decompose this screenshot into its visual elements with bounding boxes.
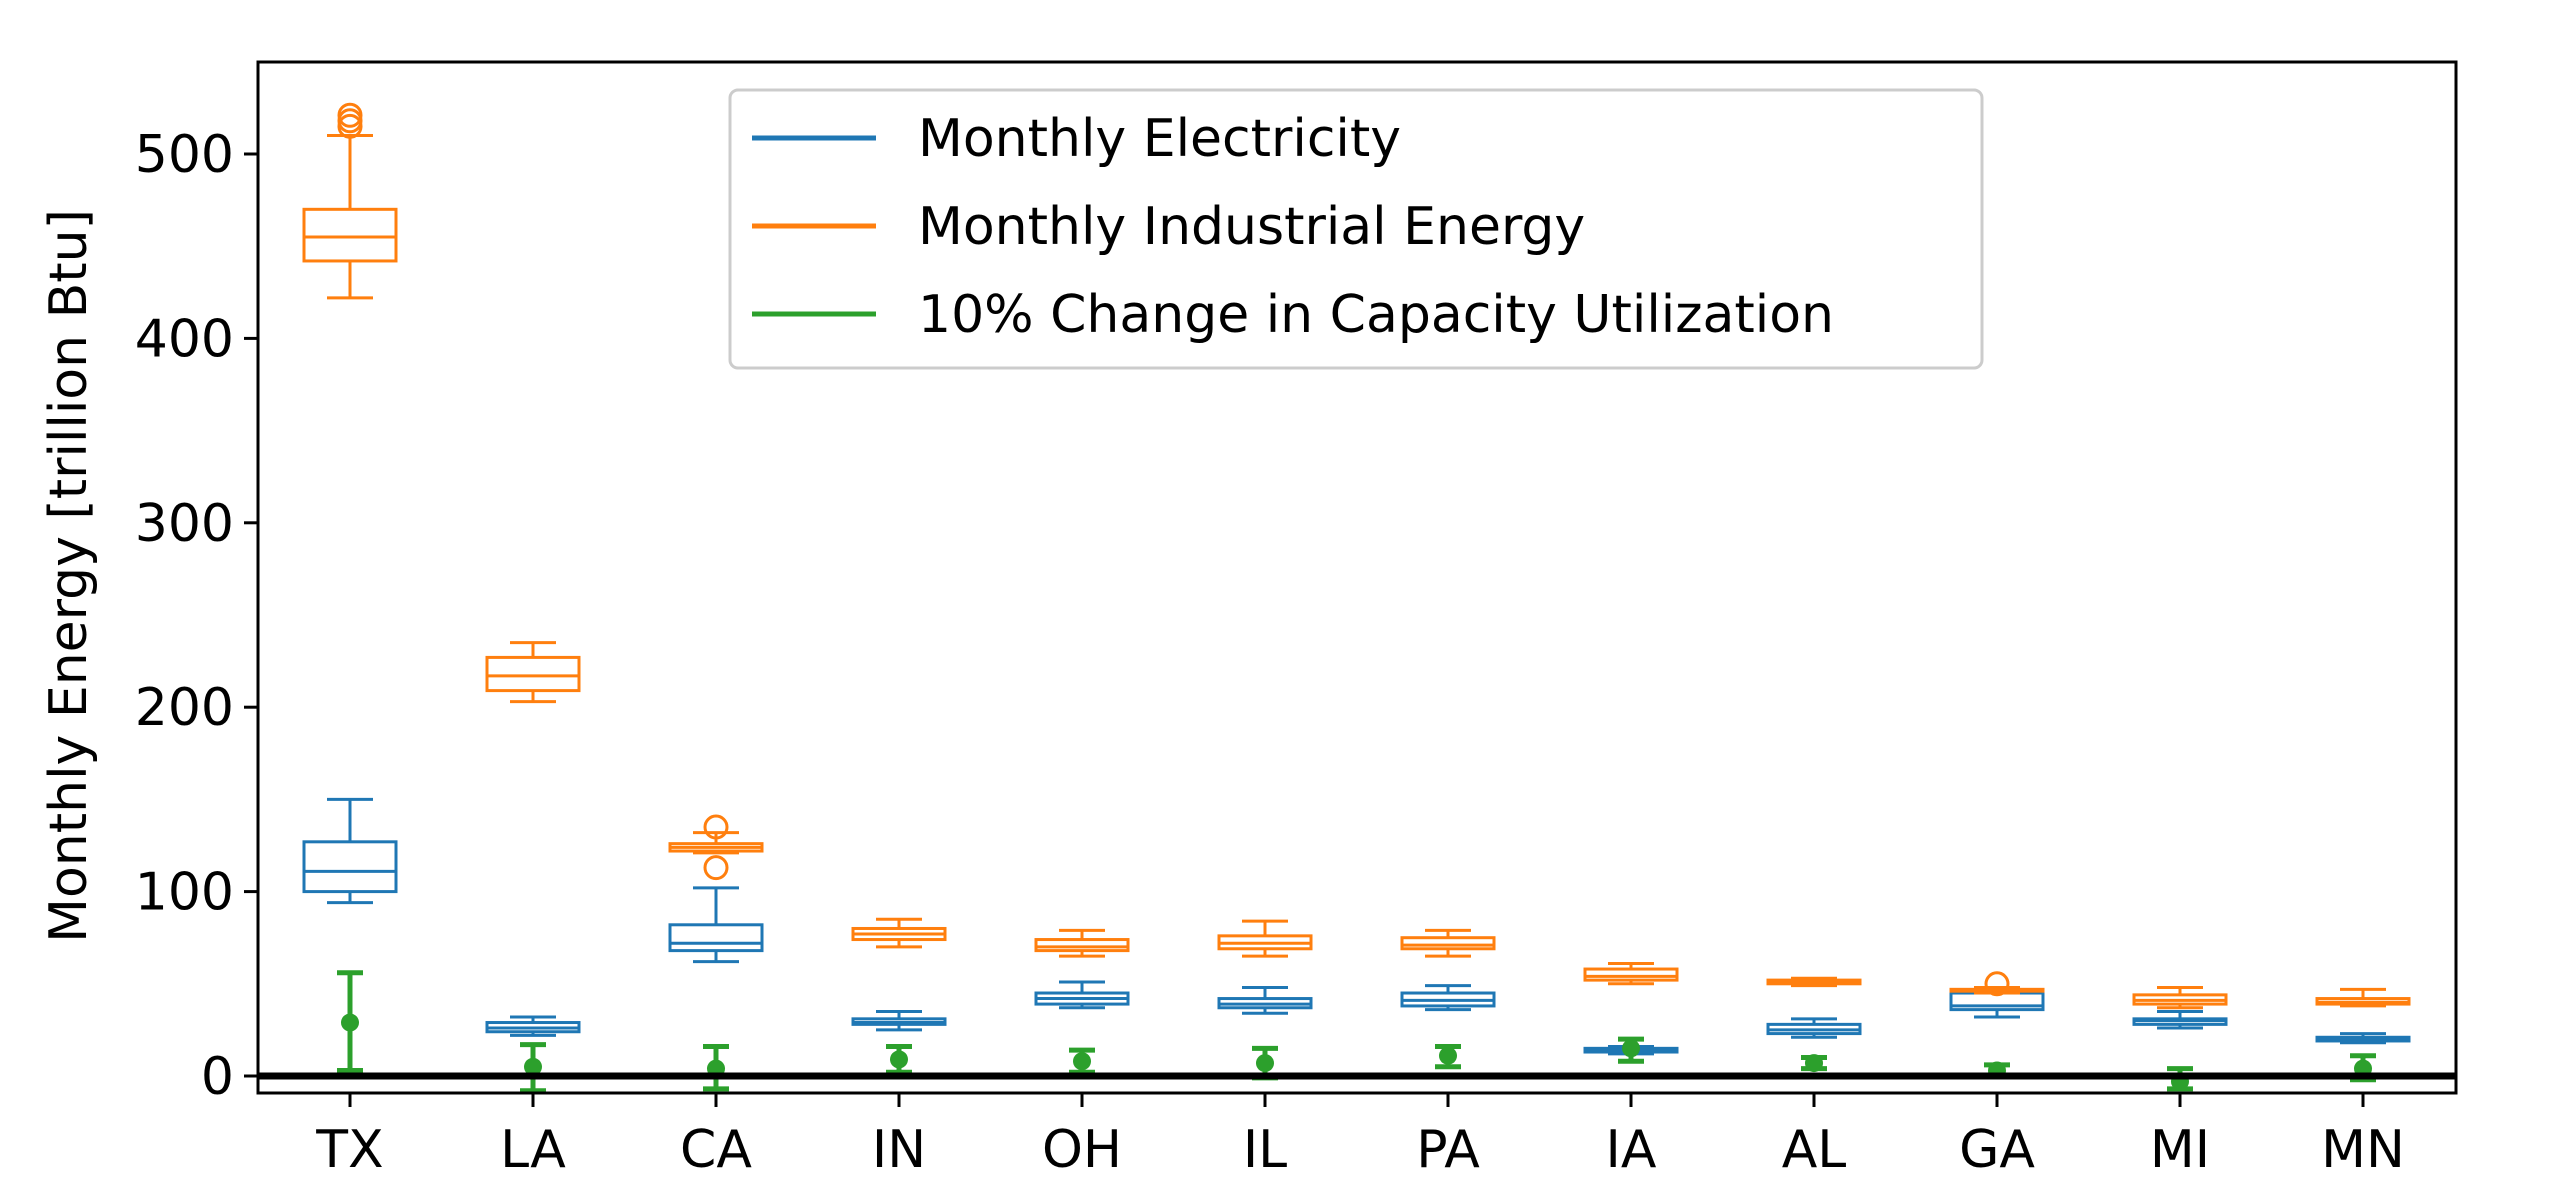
x-tick-label-mn: MN xyxy=(2321,1120,2405,1180)
y-tick-label: 200 xyxy=(135,678,234,738)
box-ga xyxy=(1949,971,2045,997)
iqr-box xyxy=(1583,967,1679,982)
y-tick-label: 0 xyxy=(201,1047,234,1107)
mean-point xyxy=(1805,1054,1823,1073)
box-tx xyxy=(302,102,398,300)
box-mi xyxy=(2132,1009,2228,1030)
box-pa xyxy=(1400,928,1496,958)
x-tick-label-il: IL xyxy=(1243,1120,1287,1180)
y-tick-label: 100 xyxy=(135,863,234,923)
outlier-point xyxy=(1984,971,2010,997)
errorbar-ca xyxy=(703,1043,729,1092)
box-oh xyxy=(1034,928,1130,958)
legend-label-industrial: Monthly Industrial Energy xyxy=(918,197,1585,257)
x-tick-label-in: IN xyxy=(872,1120,926,1180)
mean-point xyxy=(1439,1046,1457,1065)
y-tick-label: 300 xyxy=(135,494,234,554)
mean-point xyxy=(1073,1052,1091,1071)
box-oh xyxy=(1034,980,1130,1010)
mean-point xyxy=(1256,1054,1274,1073)
errorbar-in xyxy=(886,1043,912,1075)
box-tx xyxy=(302,797,398,905)
x-axis: TX LA CA IN OH IL PA IA AL GA MI MN xyxy=(315,1093,2405,1180)
iqr-box xyxy=(1034,938,1130,953)
box-in xyxy=(851,917,947,949)
mean-point xyxy=(341,1013,359,1032)
box-al xyxy=(1766,1017,1862,1039)
y-axis: 0 100 200 300 400 500 xyxy=(135,125,258,1107)
x-tick-label-la: LA xyxy=(500,1120,566,1180)
outlier-point xyxy=(337,108,363,134)
box-il xyxy=(1217,919,1313,958)
mean-point xyxy=(524,1057,542,1076)
iqr-box xyxy=(485,655,581,693)
x-tick-label-al: AL xyxy=(1782,1120,1847,1180)
box-al xyxy=(1766,976,1862,988)
box-la xyxy=(485,1015,581,1037)
outlier-point xyxy=(703,855,729,881)
errorbar-al xyxy=(1801,1054,1827,1073)
y-axis-label: Monthly Energy [trillion Btu] xyxy=(39,209,99,943)
outlier-point xyxy=(703,814,729,840)
legend-label-capacity: 10% Change in Capacity Utilization xyxy=(918,285,1834,345)
x-tick-label-pa: PA xyxy=(1416,1120,1480,1180)
x-tick-label-ca: CA xyxy=(680,1120,752,1180)
box-pa xyxy=(1400,984,1496,1012)
errorbar-la xyxy=(520,1042,546,1094)
series-capacity-utilization xyxy=(337,970,2376,1094)
iqr-box xyxy=(302,207,398,263)
y-tick-label: 500 xyxy=(135,125,234,185)
x-tick-label-oh: OH xyxy=(1042,1120,1122,1180)
box-in xyxy=(851,1009,947,1032)
series-electricity xyxy=(302,797,2411,1056)
x-tick-label-ia: IA xyxy=(1606,1120,1657,1180)
x-tick-label-mi: MI xyxy=(2150,1120,2210,1180)
mean-point xyxy=(1622,1039,1640,1058)
x-tick-label-tx: TX xyxy=(315,1120,383,1180)
iqr-box xyxy=(302,840,398,894)
box-ia xyxy=(1583,962,1679,986)
errorbar-pa xyxy=(1435,1043,1461,1070)
errorbar-ia xyxy=(1618,1036,1644,1064)
box-mn xyxy=(2315,987,2411,1008)
box-mn xyxy=(2315,1032,2411,1045)
legend-frame xyxy=(728,88,1984,370)
x-tick-label-ga: GA xyxy=(1959,1120,2035,1180)
box-ca xyxy=(668,814,764,881)
outlier-point xyxy=(337,102,363,128)
errorbar-mi xyxy=(2167,1066,2193,1092)
mean-point xyxy=(890,1050,908,1069)
errorbar-tx xyxy=(337,970,363,1073)
box-la xyxy=(485,641,581,704)
iqr-box xyxy=(1400,936,1496,951)
box-il xyxy=(1217,985,1313,1015)
legend: Monthly Electricity Monthly Industrial E… xyxy=(728,88,1984,370)
iqr-box xyxy=(668,923,764,953)
plot-area-frame xyxy=(256,60,2458,1095)
box-mi xyxy=(2132,985,2228,1010)
plot-marks xyxy=(302,102,2411,1094)
box-ca xyxy=(668,886,764,964)
errorbar-oh xyxy=(1069,1047,1095,1075)
series-industrial xyxy=(302,102,2411,1010)
legend-label-electricity: Monthly Electricity xyxy=(918,109,1401,169)
y-tick-label: 400 xyxy=(135,309,234,369)
